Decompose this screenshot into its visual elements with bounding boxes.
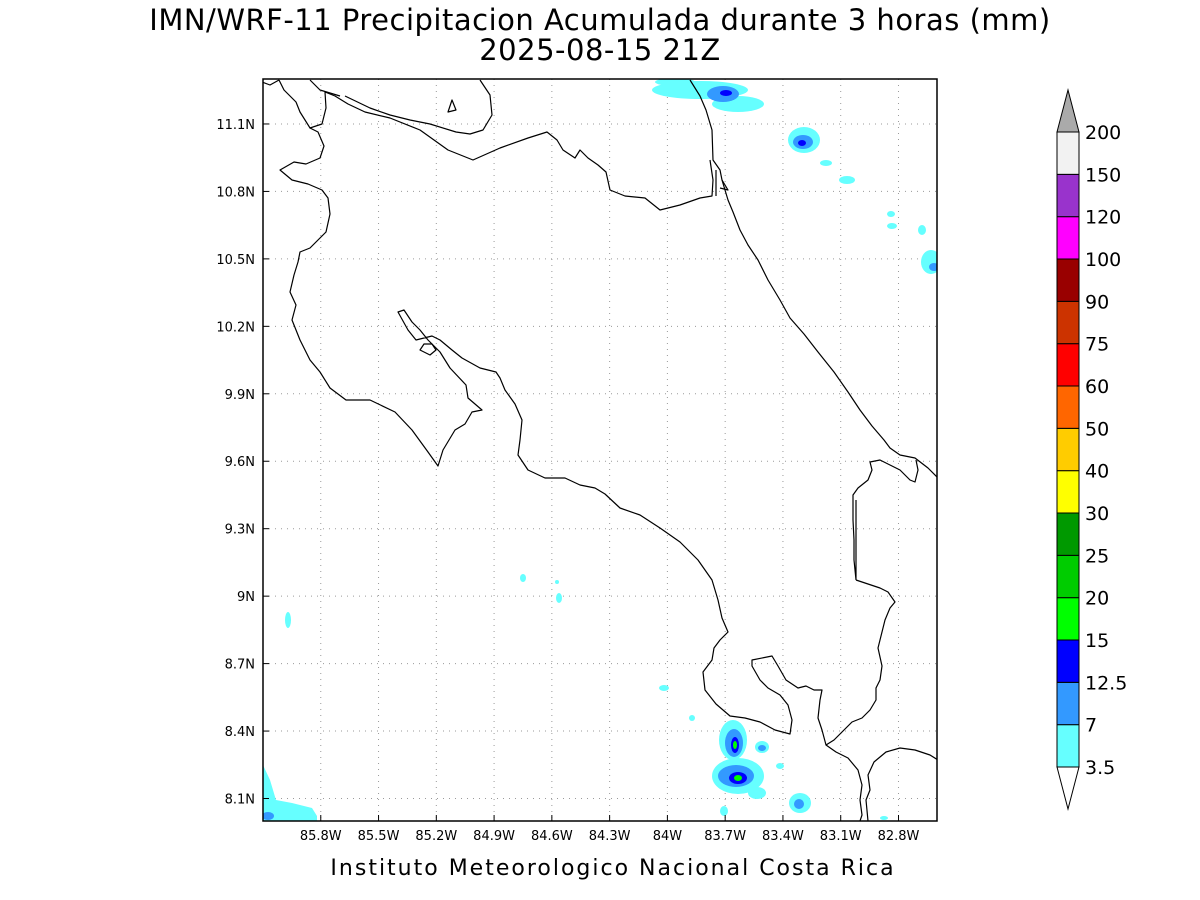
costa-rica-pacific-coast-north (279, 127, 896, 746)
nicaragua-pacific-coast (263, 79, 280, 86)
san-juan-river-delta (689, 79, 729, 196)
colorbar-level-label: 7 (1085, 715, 1097, 737)
colorbar-swatch (1056, 131, 1080, 175)
lon-tick-label: 85.5W (358, 829, 400, 844)
lake-island (447, 99, 457, 113)
lon-tick-label: 83.7W (704, 829, 746, 844)
lon-tick-label: 84W (653, 829, 683, 844)
panama-pacific-coast (825, 744, 937, 821)
lon-tick-label: 83.4W (762, 829, 804, 844)
colorbar-over-triangle (1056, 88, 1080, 133)
precip-area-offshore-11n (788, 127, 926, 235)
lon-tick-label: 84.9W (473, 829, 515, 844)
colorbar-level-label: 25 (1085, 545, 1109, 567)
chart-subtitle-datetime: 2025-08-15 21Z (479, 33, 721, 67)
lon-tick-label: 84.6W (531, 829, 573, 844)
colorbar-swatch (1056, 427, 1080, 472)
colorbar-level-label: 40 (1085, 461, 1109, 483)
nicaragua-costa-rica-border (278, 79, 714, 211)
colorbar-level-label: 3.5 (1085, 757, 1115, 779)
colorbar-swatch (1056, 512, 1080, 556)
colorbar-swatch (1056, 385, 1080, 429)
precip-area-osa-peninsula (712, 720, 888, 820)
lat-tick-label: 8.4N (225, 725, 255, 740)
chart-title: IMN/WRF-11 Precipitacion Acumulada duran… (149, 3, 1051, 37)
longitude-axis: 85.8W 85.5W 85.2W 84.9W 84.6W 84.3W 84W 83.7W 83… (300, 815, 920, 844)
colorbar-swatch (1056, 173, 1080, 218)
colorbar-level-label: 30 (1085, 503, 1109, 525)
precip-area-north-caribbean (652, 79, 764, 112)
colorbar-level-label: 50 (1085, 418, 1109, 440)
lat-tick-label: 10.8N (216, 185, 255, 200)
lat-tick-label: 10.5N (216, 253, 255, 268)
colorbar-level-label: 15 (1085, 630, 1109, 652)
plot-frame (262, 78, 938, 822)
lat-tick-label: 9.9N (225, 388, 255, 403)
precip-area-east-edge-10-5n (921, 250, 937, 274)
lon-tick-label: 85.2W (415, 829, 457, 844)
plot-area (263, 79, 937, 821)
lat-tick-label: 9N (237, 590, 255, 605)
precip-area-southwest-corner (263, 765, 317, 821)
precipitation-shading (263, 79, 937, 821)
lat-tick-label: 8.1N (225, 793, 255, 808)
colorbar-swatch (1056, 343, 1080, 387)
colorbar-level-label: 200 (1085, 122, 1121, 144)
lat-tick-label: 10.2N (216, 320, 255, 335)
colorbar-legend: 3.5 7 12.5 15 20 25 30 40 50 60 75 90 100 120 150 200 (1056, 88, 1127, 811)
lon-tick-label: 82.8W (878, 829, 920, 844)
latitude-axis: 8.1N 8.4N 8.7N 9N 9.3N 9.6N 9.9N 10.2N 10.5N 10.8… (216, 118, 269, 808)
colorbar-level-label: 75 (1085, 334, 1109, 356)
graticule-grid (263, 79, 937, 821)
colorbar-swatch (1056, 681, 1080, 726)
colorbar-level-label: 120 (1085, 207, 1121, 229)
precip-area-scattered-pacific (285, 574, 695, 721)
lon-tick-label: 84.3W (589, 829, 631, 844)
lat-tick-label: 9.3N (225, 523, 255, 538)
colorbar-swatch (1056, 470, 1080, 514)
colorbar-level-label: 12.5 (1085, 672, 1127, 694)
colorbar-swatch (1056, 554, 1080, 599)
colorbar-under-triangle (1056, 766, 1080, 811)
lon-tick-label: 85.8W (300, 829, 342, 844)
colorbar-swatch (1056, 639, 1080, 683)
lat-tick-label: 8.7N (225, 658, 255, 673)
colorbar-level-label: 150 (1085, 164, 1121, 186)
colorbar-swatch (1056, 216, 1080, 260)
nicaragua-north-coast (309, 79, 493, 135)
lat-tick-label: 9.6N (225, 455, 255, 470)
colorbar-swatch (1056, 258, 1080, 302)
colorbar-level-label: 90 (1085, 291, 1109, 313)
colorbar-level-label: 60 (1085, 376, 1109, 398)
costa-rica-panama-border (852, 459, 919, 581)
footer-credit: Instituto Meteorologico Nacional Costa R… (330, 856, 896, 881)
colorbar-level-label: 100 (1085, 249, 1121, 271)
caribbean-coast (721, 179, 937, 478)
coastlines-borders (263, 79, 937, 821)
colorbar-swatch (1056, 300, 1080, 345)
nicoya-gulf-island (419, 343, 437, 356)
colorbar-level-label: 20 (1085, 588, 1109, 610)
lon-tick-label: 83.1W (820, 829, 862, 844)
colorbar-swatch (1056, 724, 1080, 768)
colorbar-swatch (1056, 597, 1080, 641)
lat-tick-label: 11.1N (216, 118, 255, 133)
